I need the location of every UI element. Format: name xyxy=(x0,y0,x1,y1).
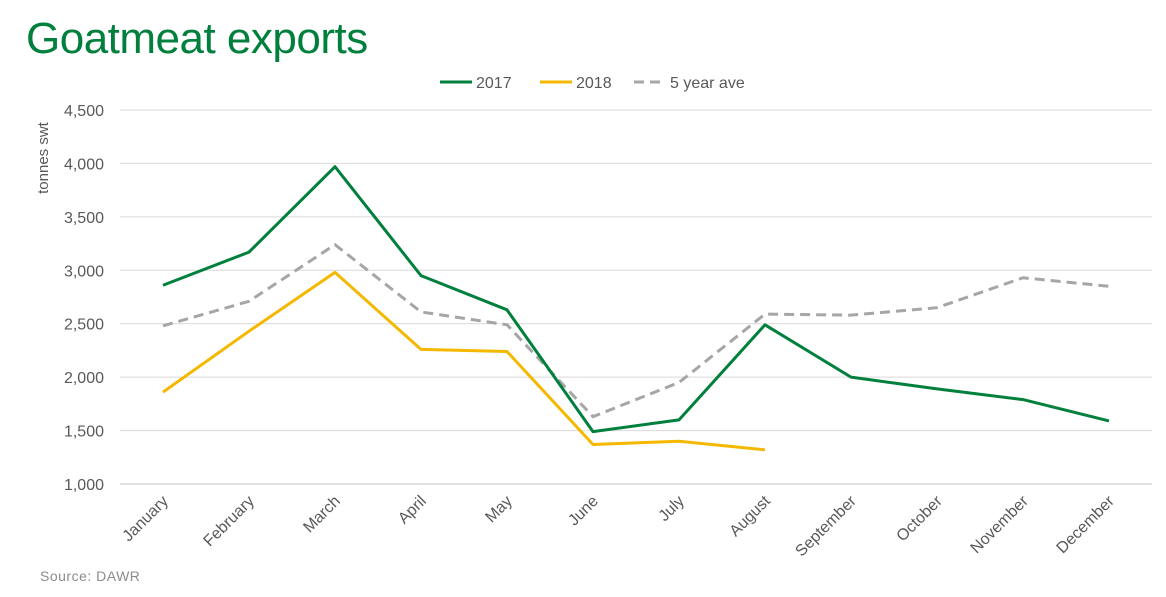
y-tick-label: 3,500 xyxy=(64,210,104,227)
x-tick-label: February xyxy=(201,493,258,550)
series-line-2018 xyxy=(162,270,766,452)
series-line-5-year-ave xyxy=(162,243,1110,419)
legend-label: 2017 xyxy=(476,75,512,92)
x-tick-label: November xyxy=(968,492,1033,557)
source-note: Source: DAWR xyxy=(40,568,141,584)
x-tick-label: July xyxy=(656,493,688,525)
y-tick-label: 4,500 xyxy=(64,103,104,120)
y-tick-label: 2,000 xyxy=(64,370,104,387)
x-tick-label: January xyxy=(120,493,172,545)
x-tick-label: March xyxy=(300,493,343,536)
x-tick-label: June xyxy=(565,493,602,530)
x-tick-label: December xyxy=(1054,492,1119,557)
x-tick-label: April xyxy=(395,493,430,528)
y-tick-label: 4,000 xyxy=(64,156,104,173)
y-tick-label: 1,500 xyxy=(64,424,104,441)
chart-title: Goatmeat exports xyxy=(26,14,368,63)
series-line-2017 xyxy=(162,165,1110,434)
x-tick-label: August xyxy=(727,492,775,540)
legend-label: 5 year ave xyxy=(670,75,745,92)
y-tick-label: 3,000 xyxy=(64,263,104,280)
x-tick-label: May xyxy=(482,493,515,526)
y-tick-label: 1,000 xyxy=(64,477,104,494)
x-tick-label: September xyxy=(792,492,860,560)
x-tick-label: October xyxy=(894,492,947,545)
y-tick-label: 2,500 xyxy=(64,317,104,334)
legend-label: 2018 xyxy=(576,75,612,92)
y-axis-label: tonnes swt xyxy=(35,121,52,194)
